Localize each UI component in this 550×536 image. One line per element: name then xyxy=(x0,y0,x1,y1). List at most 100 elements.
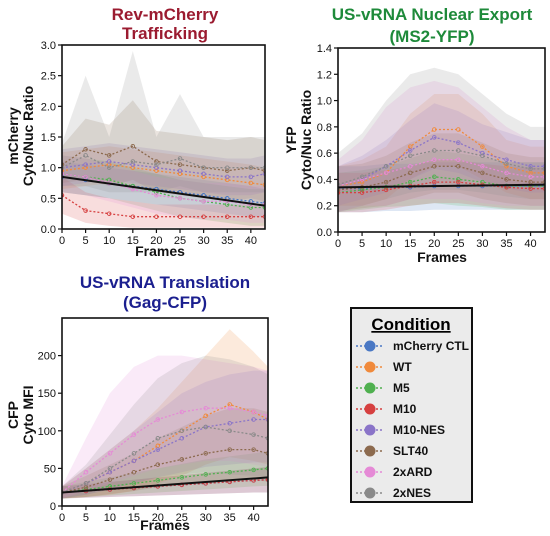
yfp-band-m5 xyxy=(338,150,545,213)
yfp-point-2xnes xyxy=(359,174,365,180)
legend-swatch-marker xyxy=(364,382,376,394)
cfp-point-slt40 xyxy=(203,451,208,456)
yfp-point-m10-nes xyxy=(456,140,461,145)
yfp-point-2xard xyxy=(542,174,545,180)
rev-point-m10-nes xyxy=(224,174,230,180)
rev-band-2xnes xyxy=(62,51,265,193)
cfp-point-2xnes xyxy=(265,436,268,441)
cfp-point-m5 xyxy=(265,466,268,471)
rev-ytick-label: 1.0 xyxy=(41,163,56,175)
legend-swatch-marker xyxy=(364,466,376,478)
rev-xtick-label: 30 xyxy=(198,235,210,247)
yfp-point-wt xyxy=(504,164,509,169)
rev-point-2xnes xyxy=(248,165,254,170)
cfp-ytick-label: 200 xyxy=(38,351,56,363)
yfp-line-2xard xyxy=(338,159,545,187)
rev-ytick-label: 2.5 xyxy=(41,71,56,83)
yfp-ytick-label: 0.4 xyxy=(317,174,332,186)
rev-band-m10 xyxy=(62,176,265,228)
legend-swatch-marker xyxy=(364,340,376,352)
cfp-point-2xard xyxy=(265,413,268,419)
yfp-point-2xard xyxy=(528,174,533,180)
yfp-ylabel-line1: YFP xyxy=(283,126,299,153)
rev-point-m10 xyxy=(130,214,136,219)
yfp-point-wt xyxy=(359,179,365,185)
legend-item-2xard: 2xARD xyxy=(356,465,433,479)
rev-point-m5 xyxy=(262,205,265,210)
cfp-fit-line xyxy=(62,476,268,494)
cfp-title-line2: (Gag-CFP) xyxy=(123,293,207,312)
rev-point-m10-nes xyxy=(177,168,183,173)
rev-point-wt xyxy=(154,168,159,173)
cfp-point-2xnes xyxy=(131,451,137,456)
rev-point-m10 xyxy=(262,214,265,219)
rev-band-mcherry-ctl xyxy=(62,161,265,217)
yfp-ytick-label: 0.6 xyxy=(317,148,332,160)
legend-item-2xnes: 2xNES xyxy=(356,486,431,500)
cfp-line-2xard xyxy=(62,407,268,493)
yfp-point-wt xyxy=(432,127,437,132)
yfp-point-m5 xyxy=(456,177,461,182)
yfp-point-m10 xyxy=(528,186,533,191)
cfp-band-2xard xyxy=(62,355,268,499)
yfp-band-slt40 xyxy=(338,133,545,211)
rev-point-m10-nes xyxy=(83,162,88,167)
yfp-band-2xard xyxy=(338,80,545,213)
rev-point-m10-nes xyxy=(262,171,265,177)
cfp-ytick-label: 150 xyxy=(38,388,56,400)
rev-point-m10-nes xyxy=(248,174,254,180)
yfp-point-2xnes xyxy=(456,148,461,153)
cfp-title-line1: US-vRNA Translation xyxy=(80,273,250,292)
cfp-point-m5 xyxy=(155,478,161,483)
cfp-ylabel-line1: CFP xyxy=(5,401,21,429)
cfp-point-2xard xyxy=(131,432,137,437)
yfp-point-2xnes xyxy=(407,153,413,159)
rev-point-2xard xyxy=(83,174,88,180)
yfp-point-2xard xyxy=(359,177,365,182)
rev-xtick-label: 25 xyxy=(174,235,186,247)
yfp-point-m5 xyxy=(359,187,365,193)
rev-point-2xnes xyxy=(106,165,112,170)
rev-point-slt40 xyxy=(177,162,183,167)
rev-point-2xnes xyxy=(177,156,183,161)
cfp-xtick-label: 15 xyxy=(128,512,140,524)
yfp-xlabel: Frames xyxy=(417,249,467,265)
yfp-point-m10-nes xyxy=(407,148,413,153)
yfp-point-m5 xyxy=(432,174,437,180)
rev-xtick-label: 5 xyxy=(83,235,89,247)
cfp-point-2xard xyxy=(251,409,256,415)
cfp-xtick-label: 5 xyxy=(83,512,89,524)
yfp-xtick-label: 35 xyxy=(500,238,512,250)
rev-ylabel-line2: Cyto/Nuc Ratio xyxy=(20,86,36,186)
yfp-xtick-label: 40 xyxy=(524,238,536,250)
cfp-xtick-label: 0 xyxy=(59,512,65,524)
yfp-point-2xard xyxy=(407,164,413,169)
rev-point-m10-nes xyxy=(154,165,159,170)
legend-label: mCherry CTL xyxy=(393,339,469,353)
yfp-xtick-label: 5 xyxy=(359,238,365,250)
yfp-point-m10-nes xyxy=(542,164,545,169)
rev-point-slt40 xyxy=(106,153,112,158)
yfp-xtick-label: 25 xyxy=(452,238,464,250)
cfp-point-slt40 xyxy=(155,462,161,467)
yfp-point-m10 xyxy=(432,179,437,185)
cfp-point-slt40 xyxy=(179,457,185,462)
legend-item-m10-nes: M10-NES xyxy=(356,423,445,437)
legend-title: Condition xyxy=(371,315,450,334)
cfp-line-2xnes xyxy=(62,426,268,494)
yfp-xtick-label: 15 xyxy=(404,238,416,250)
rev-line-slt40 xyxy=(62,145,265,172)
yfp-point-m10-nes xyxy=(528,164,533,169)
yfp-xtick-label: 20 xyxy=(428,238,440,250)
yfp-point-m10-nes xyxy=(480,150,485,156)
cfp-point-2xnes xyxy=(251,432,256,437)
rev-ytick-label: 1.5 xyxy=(41,132,56,144)
yfp-line-m10 xyxy=(338,181,545,194)
cfp-point-m10-nes xyxy=(251,417,256,422)
rev-point-slt40 xyxy=(130,143,136,149)
legend-swatch-marker xyxy=(364,424,376,436)
cfp-band-m10 xyxy=(62,466,268,499)
rev-line-2xnes xyxy=(62,154,265,169)
yfp-axes-frame xyxy=(337,47,546,233)
legend-item-mcherry-ctl: mCherry CTL xyxy=(356,339,469,353)
